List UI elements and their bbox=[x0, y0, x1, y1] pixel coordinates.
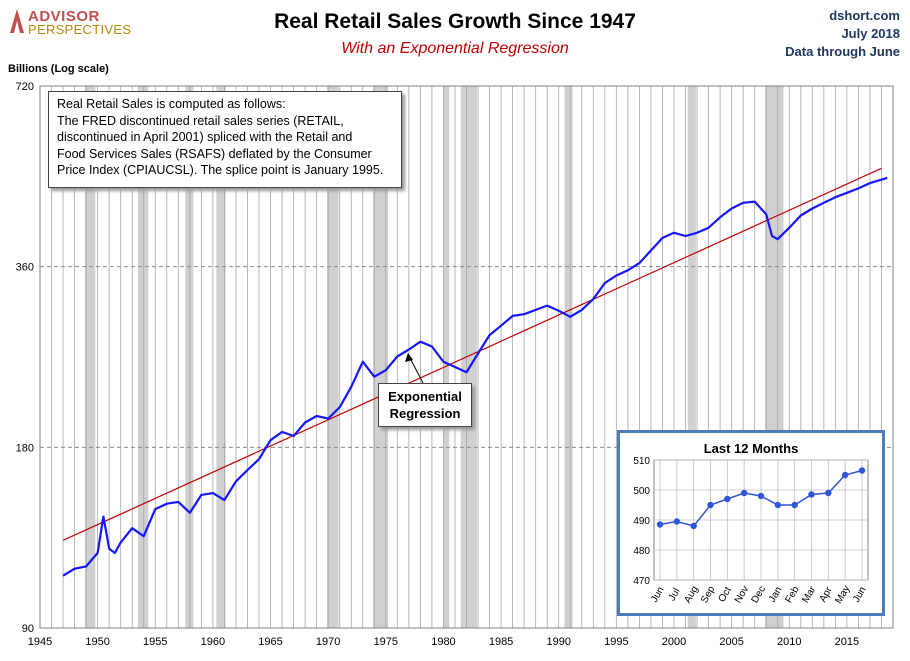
inset-x-tick-label: Aug bbox=[682, 584, 700, 605]
plot-border bbox=[39, 85, 894, 629]
source-data-through: Data through June bbox=[785, 44, 900, 59]
x-tick-label: 1965 bbox=[258, 636, 282, 648]
source-site: dshort.com bbox=[829, 8, 900, 23]
recession-band bbox=[443, 86, 450, 628]
callout-line: Exponential bbox=[388, 389, 462, 404]
x-tick-label: 1950 bbox=[85, 636, 109, 648]
inset-x-tick-label: Mar bbox=[800, 584, 818, 605]
callout-arrow-line bbox=[409, 357, 424, 384]
y-tick-label: 720 bbox=[16, 81, 34, 93]
y-tick-label: 360 bbox=[16, 262, 34, 274]
recession-band bbox=[564, 86, 573, 628]
x-tick-label: 2015 bbox=[835, 636, 859, 648]
inset-x-tick-label: Dec bbox=[750, 584, 768, 605]
recession-band bbox=[687, 86, 696, 628]
inset-x-tick-label: Jul bbox=[667, 586, 683, 603]
x-tick-label: 1995 bbox=[604, 636, 628, 648]
inset-data-point bbox=[774, 501, 782, 509]
inset-data-point bbox=[791, 501, 798, 509]
regression-callout: Exponential Regression bbox=[378, 383, 472, 427]
inset-data-point bbox=[808, 491, 815, 498]
methodology-note: Real Retail Sales is computed as follows… bbox=[48, 91, 402, 188]
inset-x-tick-label: Jun bbox=[649, 585, 667, 604]
recession-band bbox=[185, 86, 194, 628]
inset-y-tick-label: 500 bbox=[633, 486, 650, 497]
inset-data-point bbox=[724, 495, 731, 503]
x-tick-label: 1975 bbox=[374, 636, 398, 648]
inset-data-point bbox=[841, 471, 849, 479]
inset-y-tick-label: 490 bbox=[633, 516, 650, 527]
callout-arrowhead bbox=[405, 353, 413, 362]
x-tick-label: 1945 bbox=[28, 636, 52, 648]
x-tick-label: 1985 bbox=[489, 636, 513, 648]
inset-data-point bbox=[707, 501, 714, 509]
recession-band bbox=[84, 86, 96, 628]
callout-line: Regression bbox=[389, 406, 461, 421]
real-retail-sales-line bbox=[62, 176, 888, 577]
advisor-perspectives-logo-icon bbox=[10, 9, 24, 33]
y-axis-label: Billions (Log scale) bbox=[8, 63, 109, 75]
brand-name-line1: ADVISOR bbox=[28, 8, 100, 25]
inset-x-tick-label: Sep bbox=[699, 584, 718, 605]
note-line: The FRED discontinued retail sales serie… bbox=[57, 113, 344, 128]
inset-data-point bbox=[757, 492, 765, 500]
inset-x-tick-label: Apr bbox=[818, 585, 836, 605]
chart-subtitle: With an Exponential Regression bbox=[341, 40, 569, 57]
x-tick-label: 2000 bbox=[662, 636, 686, 648]
inset-data-point bbox=[740, 489, 748, 497]
inset-data-point bbox=[825, 489, 832, 497]
inset-x-tick-label: Nov bbox=[733, 584, 751, 605]
x-tick-label: 2005 bbox=[719, 636, 743, 648]
inset-x-tick-label: Feb bbox=[783, 584, 801, 605]
inset-x-tick-label: Jan bbox=[767, 585, 785, 604]
recession-band bbox=[327, 86, 339, 628]
inset-data-point bbox=[656, 521, 664, 528]
recession-band bbox=[460, 86, 477, 628]
x-tick-label: 1980 bbox=[431, 636, 455, 648]
x-tick-label: 1970 bbox=[316, 636, 340, 648]
recession-band bbox=[216, 86, 226, 628]
source-date: July 2018 bbox=[841, 26, 900, 41]
brand-name-line2: PERSPECTIVES bbox=[28, 22, 132, 37]
inset-data-point bbox=[690, 522, 697, 530]
note-line: discontinued in April 2001) spliced with… bbox=[57, 130, 353, 144]
inset-y-tick-label: 470 bbox=[633, 576, 650, 587]
note-line: Price Index (CPIAUCSL). The splice point… bbox=[57, 163, 384, 177]
inset-data-point bbox=[858, 467, 866, 474]
y-tick-label: 180 bbox=[16, 442, 34, 454]
recession-band bbox=[373, 86, 389, 628]
inset-title: Last 12 Months bbox=[703, 441, 799, 456]
x-tick-label: 1960 bbox=[201, 636, 225, 648]
inset-x-tick-label: May bbox=[834, 584, 853, 606]
inset-x-tick-label: Jun bbox=[851, 585, 869, 604]
recession-band bbox=[137, 86, 149, 628]
inset-data-point bbox=[673, 518, 681, 525]
last-12-months-inset: Last 12 Months 470 480 490 500 510 Jun Jul Aug S… bbox=[617, 430, 885, 616]
x-tick-label: 1990 bbox=[546, 636, 570, 648]
y-tick-label: 90 bbox=[22, 623, 34, 635]
x-tick-label: 2010 bbox=[777, 636, 801, 648]
inset-y-tick-label: 480 bbox=[633, 546, 650, 557]
x-tick-label: 1955 bbox=[143, 636, 167, 648]
regression-line bbox=[62, 167, 882, 541]
note-line: Real Retail Sales is computed as follows… bbox=[57, 97, 286, 111]
chart-title: Real Retail Sales Growth Since 1947 bbox=[274, 10, 636, 33]
inset-y-tick-label: 510 bbox=[633, 456, 650, 467]
inset-x-tick-label: Oct bbox=[717, 585, 734, 604]
note-line: Food Services Sales (RSAFS) deflated by … bbox=[57, 146, 372, 161]
